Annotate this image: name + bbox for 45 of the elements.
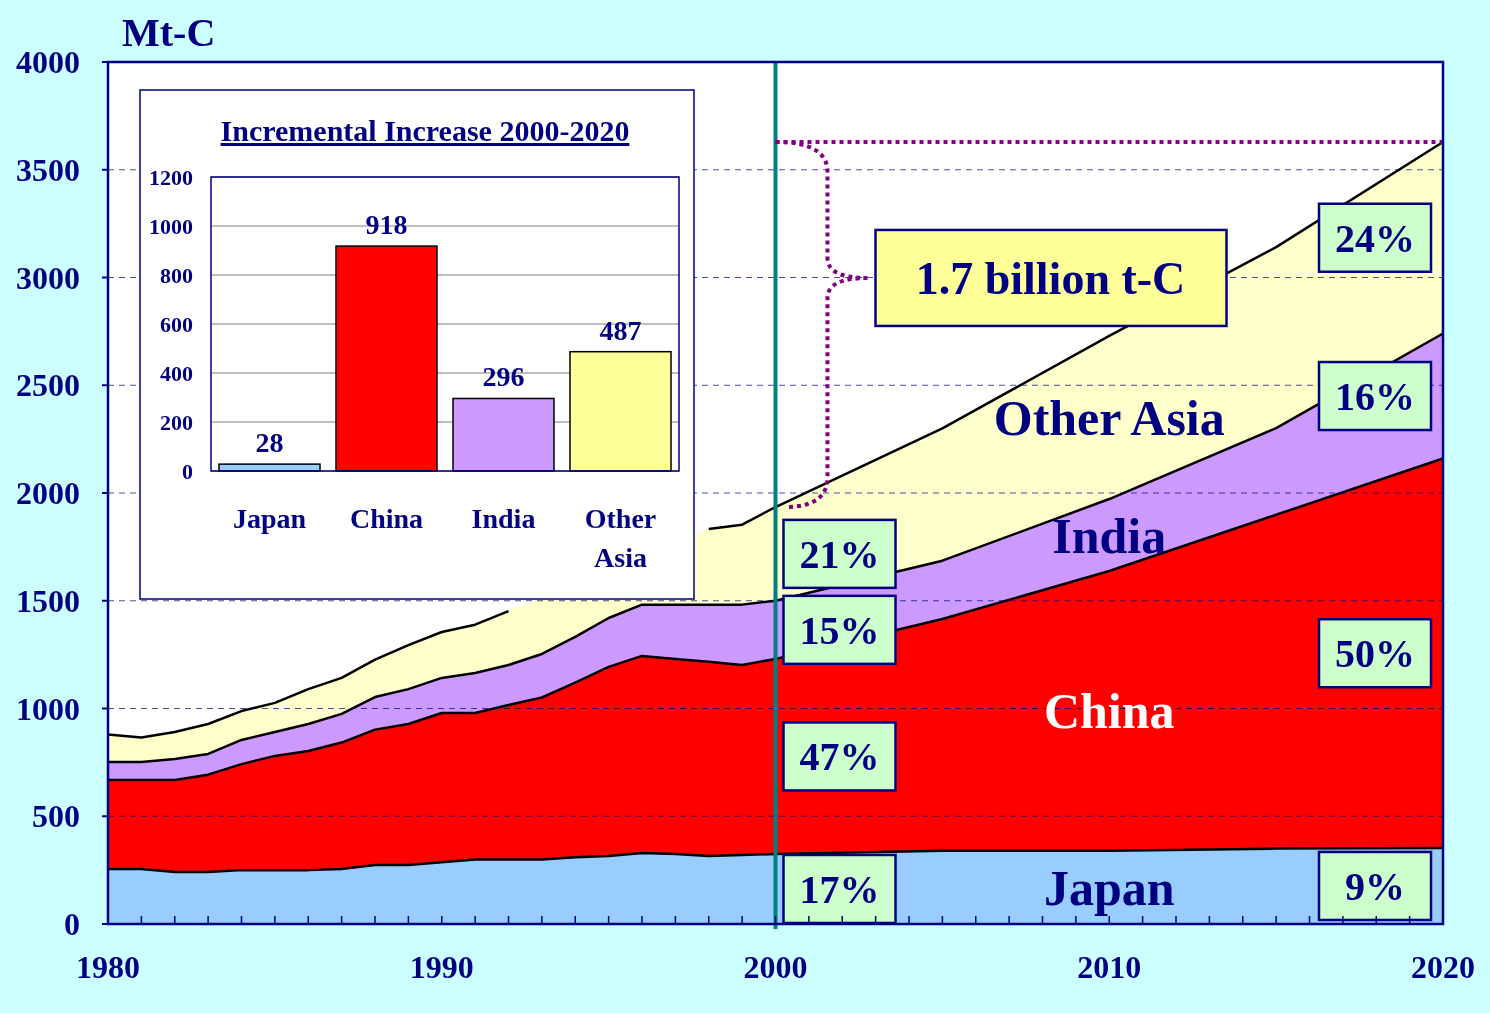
annotation: 21% bbox=[799, 531, 880, 577]
y-tick-label: 3000 bbox=[16, 259, 80, 296]
y-tick-label: 0 bbox=[182, 458, 193, 484]
series-label: China bbox=[1043, 683, 1175, 740]
data-label: 296 bbox=[482, 361, 525, 393]
chart-title: Incremental Increase 2000-2020 bbox=[220, 114, 630, 147]
data-label: 487 bbox=[599, 314, 642, 346]
y-tick-label: 1200 bbox=[149, 164, 193, 190]
x-tick-label: 2020 bbox=[1411, 949, 1475, 985]
y-tick-label: 500 bbox=[32, 798, 80, 835]
x-tick-label: Other Asia bbox=[584, 503, 657, 573]
x-tick-label: 2000 bbox=[743, 949, 808, 985]
y-tick-label: 600 bbox=[160, 311, 193, 337]
x-tick-label: 1990 bbox=[409, 949, 474, 985]
y-tick-label: 0 bbox=[64, 906, 80, 943]
y-axis-title: Mt-C bbox=[122, 10, 216, 55]
x-tick-label: Japan bbox=[232, 503, 307, 534]
y-tick-label: 400 bbox=[160, 360, 193, 386]
data-label: 28 bbox=[255, 427, 284, 459]
y-tick-label: 4000 bbox=[16, 44, 80, 81]
series-label: Japan bbox=[1043, 859, 1175, 916]
annotation: 9% bbox=[1345, 863, 1405, 909]
y-tick-label: 2500 bbox=[16, 367, 80, 404]
x-tick-label: China bbox=[349, 503, 424, 534]
y-tick-label: 3500 bbox=[16, 151, 80, 188]
annotation: 47% bbox=[799, 734, 880, 780]
x-tick-label: 1980 bbox=[76, 949, 140, 985]
annotation: 24% bbox=[1335, 215, 1415, 261]
y-tick-label: 800 bbox=[160, 262, 193, 288]
annotation: 1.7 billion t-C bbox=[915, 253, 1186, 305]
bar bbox=[335, 245, 438, 472]
bar bbox=[569, 350, 672, 472]
y-tick-label: 1000 bbox=[16, 690, 80, 727]
y-tick-label: 1000 bbox=[149, 213, 193, 239]
annotation: 50% bbox=[1335, 631, 1415, 677]
data-label: 918 bbox=[365, 209, 408, 241]
y-tick-label: 1500 bbox=[16, 582, 80, 619]
x-tick-label: India bbox=[471, 503, 536, 534]
annotation: 16% bbox=[1335, 374, 1415, 420]
y-tick-label: 200 bbox=[160, 409, 193, 435]
bar bbox=[452, 397, 555, 472]
annotation: 15% bbox=[799, 607, 880, 653]
x-tick-label: 2010 bbox=[1077, 949, 1142, 985]
series-label: Other Asia bbox=[993, 389, 1225, 446]
annotation: 17% bbox=[799, 866, 880, 912]
